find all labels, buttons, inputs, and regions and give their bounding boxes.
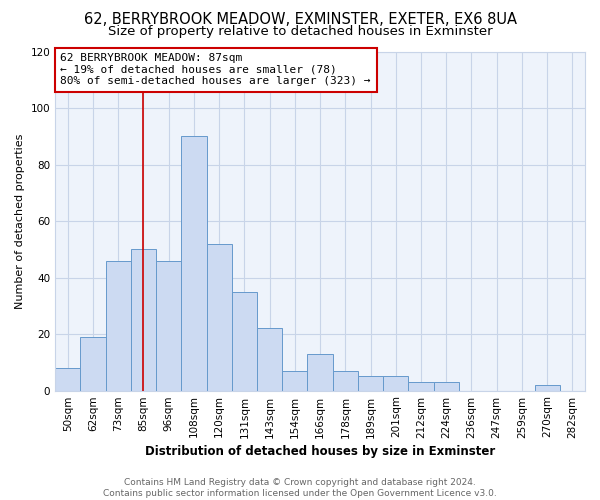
Bar (156, 260, 181, 390)
Bar (535, 385, 560, 390)
Bar (282, 371, 307, 390)
Bar (106, 260, 131, 390)
Bar (358, 376, 383, 390)
Bar (131, 250, 156, 390)
Bar (181, 136, 206, 390)
Text: 62 BERRYBROOK MEADOW: 87sqm
← 19% of detached houses are smaller (78)
80% of sem: 62 BERRYBROOK MEADOW: 87sqm ← 19% of det… (61, 53, 371, 86)
Bar (232, 292, 257, 390)
Bar (307, 354, 332, 391)
Text: 62, BERRYBROOK MEADOW, EXMINSTER, EXETER, EX6 8UA: 62, BERRYBROOK MEADOW, EXMINSTER, EXETER… (83, 12, 517, 28)
Bar (206, 244, 232, 390)
Bar (409, 382, 434, 390)
Bar (80, 337, 106, 390)
Bar (434, 382, 459, 390)
Bar (55, 368, 80, 390)
Text: Contains HM Land Registry data © Crown copyright and database right 2024.
Contai: Contains HM Land Registry data © Crown c… (103, 478, 497, 498)
Bar (257, 328, 282, 390)
Bar (332, 371, 358, 390)
Y-axis label: Number of detached properties: Number of detached properties (15, 134, 25, 308)
Text: Size of property relative to detached houses in Exminster: Size of property relative to detached ho… (107, 25, 493, 38)
X-axis label: Distribution of detached houses by size in Exminster: Distribution of detached houses by size … (145, 444, 495, 458)
Bar (383, 376, 409, 390)
